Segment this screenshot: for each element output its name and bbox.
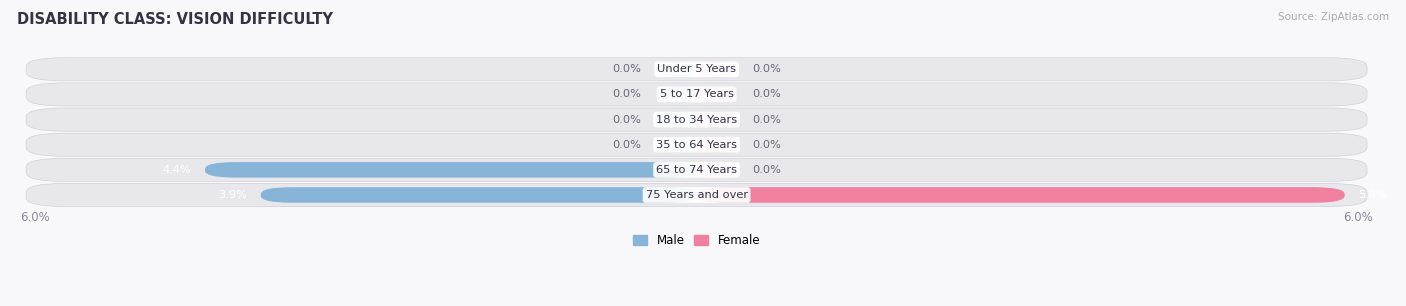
Text: 18 to 34 Years: 18 to 34 Years: [657, 114, 737, 125]
Text: DISABILITY CLASS: VISION DIFFICULTY: DISABILITY CLASS: VISION DIFFICULTY: [17, 12, 333, 27]
FancyBboxPatch shape: [205, 162, 696, 178]
Text: 0.0%: 0.0%: [752, 140, 782, 150]
FancyBboxPatch shape: [696, 112, 735, 127]
FancyBboxPatch shape: [27, 158, 1367, 181]
FancyBboxPatch shape: [696, 137, 735, 152]
FancyBboxPatch shape: [27, 108, 1367, 131]
Text: 6.0%: 6.0%: [21, 211, 51, 224]
FancyBboxPatch shape: [262, 187, 696, 203]
Text: 5 to 17 Years: 5 to 17 Years: [659, 89, 734, 99]
Text: 3.9%: 3.9%: [218, 190, 247, 200]
Text: 0.0%: 0.0%: [612, 89, 641, 99]
FancyBboxPatch shape: [696, 87, 735, 102]
FancyBboxPatch shape: [27, 133, 1367, 156]
FancyBboxPatch shape: [658, 87, 696, 102]
Text: 75 Years and over: 75 Years and over: [645, 190, 748, 200]
Text: 65 to 74 Years: 65 to 74 Years: [657, 165, 737, 175]
Text: 0.0%: 0.0%: [752, 114, 782, 125]
FancyBboxPatch shape: [658, 137, 696, 152]
FancyBboxPatch shape: [696, 62, 735, 77]
Text: 0.0%: 0.0%: [612, 140, 641, 150]
Text: 4.4%: 4.4%: [163, 165, 191, 175]
Text: 0.0%: 0.0%: [612, 114, 641, 125]
FancyBboxPatch shape: [658, 112, 696, 127]
FancyBboxPatch shape: [27, 183, 1367, 207]
Text: 35 to 64 Years: 35 to 64 Years: [657, 140, 737, 150]
Text: Under 5 Years: Under 5 Years: [657, 64, 737, 74]
Text: 5.8%: 5.8%: [1358, 190, 1386, 200]
FancyBboxPatch shape: [696, 187, 1344, 203]
Text: 0.0%: 0.0%: [612, 64, 641, 74]
Text: 0.0%: 0.0%: [752, 89, 782, 99]
FancyBboxPatch shape: [658, 62, 696, 77]
Text: 0.0%: 0.0%: [752, 64, 782, 74]
FancyBboxPatch shape: [27, 83, 1367, 106]
Text: 0.0%: 0.0%: [752, 165, 782, 175]
FancyBboxPatch shape: [696, 162, 735, 178]
Text: Source: ZipAtlas.com: Source: ZipAtlas.com: [1278, 12, 1389, 22]
Text: 6.0%: 6.0%: [1343, 211, 1372, 224]
Legend: Male, Female: Male, Female: [628, 229, 765, 252]
FancyBboxPatch shape: [27, 58, 1367, 81]
